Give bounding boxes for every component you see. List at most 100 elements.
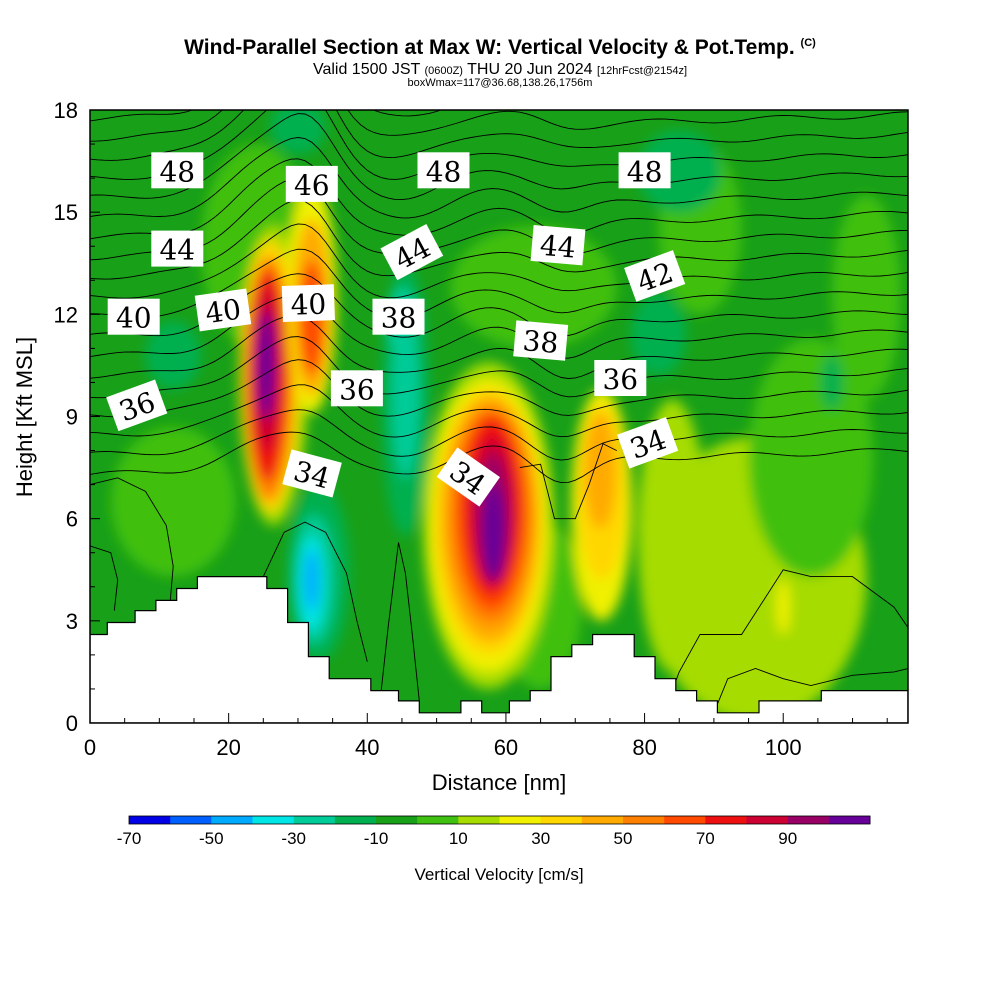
theta-contour: [90, 409, 908, 461]
colorbar-swatch: [623, 816, 665, 824]
theta-contour: [713, 668, 908, 713]
theta-contour: [90, 158, 908, 240]
colorbar-tick-label: 30: [531, 829, 550, 848]
velocity-region: [483, 484, 504, 580]
y-tick-label: 6: [66, 507, 78, 532]
contour-label-bg: [107, 298, 160, 335]
x-tick-label: 60: [494, 735, 518, 760]
theta-contour: [380, 542, 420, 701]
theta-contour: [90, 113, 908, 201]
colorbar-tick-label: 90: [778, 829, 797, 848]
contour-label-bg: [151, 230, 204, 267]
colorbar-swatch: [170, 816, 212, 824]
y-tick-label: 12: [54, 302, 78, 327]
theta-contour: [90, 315, 908, 379]
contour-label: 38: [372, 298, 425, 335]
velocity-region: [637, 399, 707, 672]
y-axis-label: Height [Kft MSL]: [12, 337, 37, 497]
velocity-region: [397, 355, 413, 437]
theta-contour: [90, 110, 908, 142]
y-axis-ticks: 0 3 6 9 12 15 18: [54, 98, 100, 736]
contour-label-bg: [380, 224, 444, 281]
x-axis-label: Distance [nm]: [432, 770, 567, 795]
colorbar-swatch: [376, 816, 418, 824]
theta-contour: [90, 295, 908, 359]
contour-label: 44: [151, 230, 204, 267]
chart-title-text: Wind-Parallel Section at Max W: Vertical…: [184, 36, 795, 59]
contour-label: 44: [530, 225, 586, 266]
terrain-profile: [90, 576, 908, 723]
contour-label-bg: [617, 416, 679, 469]
box-info-text: boxWmax=117@36.68,138.26,1756m: [407, 77, 593, 89]
colorbar-swatch: [417, 816, 459, 824]
contour-label-bg: [594, 360, 647, 396]
velocity-region: [821, 355, 843, 410]
contour-label-bg: [330, 370, 383, 407]
colorbar-tick-label: 10: [449, 829, 468, 848]
colorbar-tick-label: -70: [117, 829, 142, 848]
chart-subtitle: Valid 1500 JST (0600Z) THU 20 Jun 2024 […: [0, 61, 1000, 79]
contour-label-bg: [281, 284, 335, 322]
potential-temperature-contours: [90, 110, 908, 713]
colorbar-swatch: [293, 816, 336, 824]
contour-label: 48: [417, 152, 470, 189]
contour-label: 36: [330, 370, 383, 407]
contour-label: 40: [107, 298, 160, 335]
theta-contour: [90, 110, 576, 122]
colorbar-swatch: [664, 816, 706, 824]
contour-label: 48: [618, 152, 671, 189]
colorbar-swatch: [828, 816, 871, 824]
y-tick-label: 9: [66, 405, 78, 430]
colorbar: -70 -50 -30 -10 10 30 50 70 90: [117, 815, 871, 848]
copyright-tag: (C): [800, 37, 816, 49]
contour-label-text: 44: [159, 234, 195, 267]
theta-contour: [671, 569, 908, 691]
colorbar-frame: [128, 815, 871, 825]
contour-label-bg: [624, 250, 686, 302]
x-tick-label: 40: [355, 735, 379, 760]
contour-label-text: 40: [116, 302, 152, 335]
theta-contour: [90, 477, 174, 608]
contour-label-text: 40: [290, 287, 327, 321]
theta-contour: [262, 521, 368, 662]
colorbar-swatch: [746, 816, 789, 824]
colorbar-swatch: [499, 816, 542, 824]
contour-label-bg: [106, 379, 168, 432]
theta-contour: [90, 110, 908, 161]
colorbar-swatch: [787, 816, 830, 824]
theta-contour: [90, 248, 908, 319]
x-tick-label: 100: [765, 735, 802, 760]
velocity-region: [748, 338, 874, 577]
contour-label-text: 36: [602, 363, 638, 396]
contour-label-bg: [513, 320, 569, 361]
contour-label: 38: [513, 320, 569, 361]
velocity-region: [257, 310, 275, 420]
contour-label-bg: [417, 152, 470, 189]
theta-contour: [90, 178, 908, 261]
theta-contour: [90, 545, 119, 611]
contour-label-bg: [282, 449, 342, 498]
utc-time-text: (0600Z): [424, 65, 463, 77]
contour-label-bg: [285, 165, 338, 202]
contour-label-text: 36: [339, 373, 375, 406]
contour-label: 46: [285, 165, 338, 202]
forecast-info-text: [12hrFcst@2154z]: [596, 65, 688, 77]
velocity-region: [145, 321, 201, 390]
colorbar-tick-label: -50: [199, 829, 224, 848]
chart-title: Wind-Parallel Section at Max W: Vertical…: [0, 36, 1000, 60]
contour-label-text: 48: [627, 155, 663, 188]
velocity-region: [637, 130, 721, 213]
contour-label-bg: [436, 447, 500, 507]
theta-contour: [90, 336, 908, 399]
y-tick-label: 18: [54, 98, 78, 123]
y-tick-label: 15: [54, 200, 78, 225]
x-tick-label: 20: [216, 735, 240, 760]
colorbar-swatch: [211, 816, 253, 824]
theta-contour: [90, 359, 908, 418]
contour-label-text: 48: [159, 155, 195, 188]
contour-label-text: 44: [539, 229, 577, 265]
velocity-region: [630, 293, 687, 376]
colorbar-swatch: [334, 816, 377, 824]
theta-contour: [519, 443, 618, 520]
